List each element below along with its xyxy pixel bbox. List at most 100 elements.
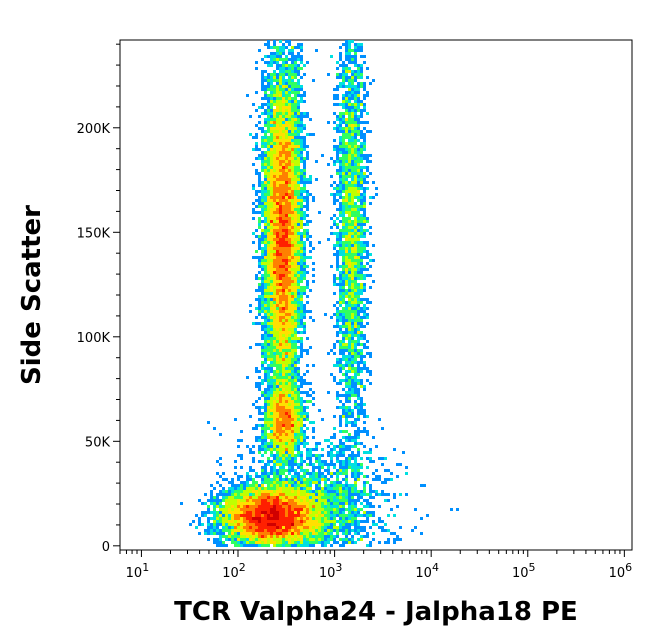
density-dot xyxy=(345,475,348,478)
density-dot xyxy=(345,148,348,151)
density-dot xyxy=(279,427,282,430)
density-dot xyxy=(345,346,348,349)
density-dot xyxy=(297,400,300,403)
density-dot xyxy=(273,154,276,157)
density-dot xyxy=(306,511,309,514)
density-dot xyxy=(315,478,318,481)
density-dot xyxy=(354,487,357,490)
density-dot xyxy=(345,514,348,517)
density-dot xyxy=(264,388,267,391)
density-dot xyxy=(357,133,360,136)
density-dot xyxy=(270,361,273,364)
density-dot xyxy=(234,541,237,544)
density-dot xyxy=(360,508,363,511)
density-dot xyxy=(258,475,261,478)
density-dot xyxy=(333,535,336,538)
density-dot xyxy=(291,385,294,388)
density-dot xyxy=(288,211,291,214)
density-dot xyxy=(333,529,336,532)
density-dot xyxy=(351,208,354,211)
density-dot xyxy=(348,229,351,232)
density-dot xyxy=(270,325,273,328)
density-dot xyxy=(240,493,243,496)
density-dot xyxy=(261,316,264,319)
density-dot xyxy=(306,265,309,268)
density-dot xyxy=(264,175,267,178)
density-dot xyxy=(348,208,351,211)
density-dot xyxy=(264,130,267,133)
density-dot xyxy=(276,247,279,250)
density-dot xyxy=(282,364,285,367)
density-dot xyxy=(372,511,375,514)
density-dot xyxy=(312,481,315,484)
density-dot xyxy=(342,133,345,136)
density-dot xyxy=(234,535,237,538)
density-dot xyxy=(261,190,264,193)
density-dot xyxy=(354,313,357,316)
density-dot xyxy=(264,361,267,364)
density-dot xyxy=(273,499,276,502)
density-dot xyxy=(357,238,360,241)
density-dot xyxy=(342,202,345,205)
density-dot xyxy=(354,76,357,79)
density-dot xyxy=(267,376,270,379)
density-dot xyxy=(360,301,363,304)
density-dot xyxy=(345,226,348,229)
density-dot xyxy=(246,445,249,448)
density-dot xyxy=(339,370,342,373)
density-dot xyxy=(342,373,345,376)
density-dot xyxy=(330,496,333,499)
density-dot xyxy=(273,73,276,76)
density-dot xyxy=(300,241,303,244)
density-dot xyxy=(291,88,294,91)
density-dot xyxy=(366,91,369,94)
density-dot xyxy=(291,145,294,148)
density-dot xyxy=(309,484,312,487)
density-dot xyxy=(279,130,282,133)
density-dot xyxy=(294,523,297,526)
density-dot xyxy=(294,370,297,373)
density-dot xyxy=(282,391,285,394)
density-dot xyxy=(264,373,267,376)
density-dot xyxy=(270,52,273,55)
density-dot xyxy=(303,286,306,289)
density-dot xyxy=(351,82,354,85)
density-dot xyxy=(363,175,366,178)
density-dot xyxy=(300,208,303,211)
density-dot xyxy=(360,187,363,190)
density-dot xyxy=(300,280,303,283)
density-dot xyxy=(330,232,333,235)
density-dot xyxy=(393,541,396,544)
density-dot xyxy=(267,445,270,448)
density-dot xyxy=(246,487,249,490)
density-dot xyxy=(270,304,273,307)
density-dot xyxy=(297,151,300,154)
density-dot xyxy=(354,280,357,283)
density-dot xyxy=(354,370,357,373)
density-dot xyxy=(282,142,285,145)
density-dot xyxy=(273,475,276,478)
density-dot xyxy=(291,307,294,310)
density-dot xyxy=(339,358,342,361)
density-dot xyxy=(354,295,357,298)
density-dot xyxy=(297,394,300,397)
density-dot xyxy=(237,475,240,478)
density-dot xyxy=(258,451,261,454)
x-axis-title: TCR Valpha24 - Jalpha18 PE xyxy=(174,597,578,627)
density-dot xyxy=(255,256,258,259)
density-dot xyxy=(309,454,312,457)
density-dot xyxy=(327,466,330,469)
density-dot xyxy=(357,418,360,421)
density-dot xyxy=(339,349,342,352)
density-dot xyxy=(237,505,240,508)
density-dot xyxy=(345,73,348,76)
density-dot xyxy=(288,202,291,205)
density-dot xyxy=(348,295,351,298)
density-dot xyxy=(294,73,297,76)
density-dot xyxy=(354,202,357,205)
density-dot xyxy=(306,490,309,493)
density-dot xyxy=(264,481,267,484)
density-dot xyxy=(294,181,297,184)
density-dot xyxy=(345,457,348,460)
density-dot xyxy=(351,142,354,145)
